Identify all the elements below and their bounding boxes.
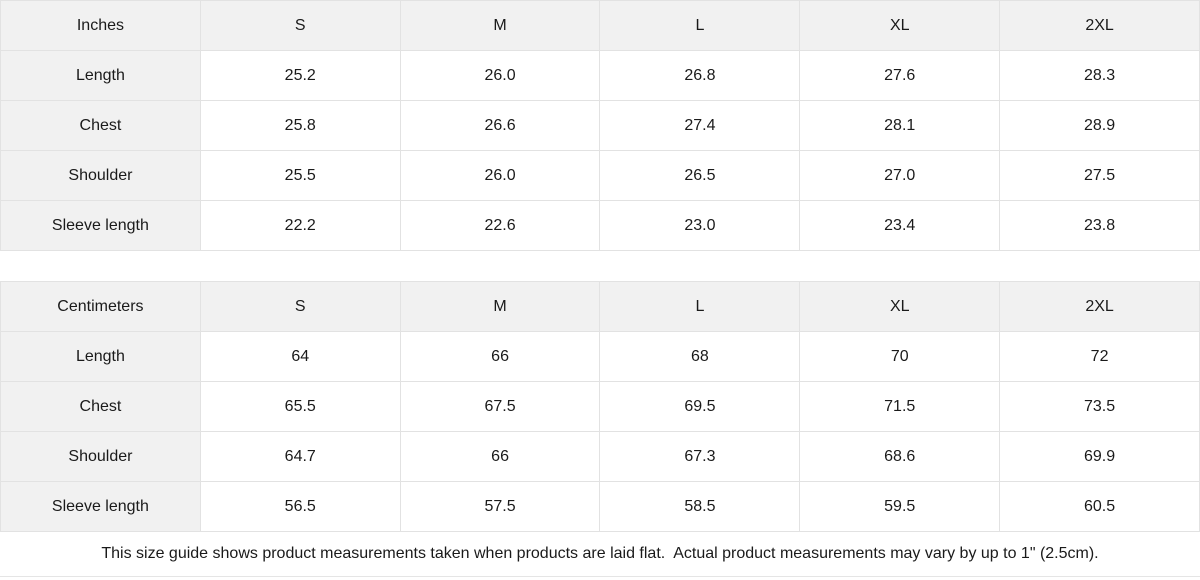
- value-cell: 69.5: [599, 381, 801, 432]
- value-cell: 26.0: [399, 50, 601, 101]
- value-cell: 22.2: [199, 200, 401, 251]
- value-cell: 25.8: [199, 100, 401, 151]
- size-header-cell: S: [199, 281, 401, 332]
- value-cell: 27.5: [999, 150, 1200, 201]
- row-label-cell: Chest: [0, 100, 201, 151]
- value-cell: 68: [599, 331, 801, 382]
- row-label-cell: Sleeve length: [0, 481, 201, 532]
- row-label-cell: Length: [0, 331, 201, 382]
- value-cell: 25.2: [199, 50, 401, 101]
- size-header-cell: M: [399, 281, 601, 332]
- value-cell: 68.6: [799, 431, 1001, 482]
- table-row: Shoulder 64.7 66 67.3 68.6 69.9: [0, 431, 1200, 482]
- unit-header-cell: Inches: [0, 0, 201, 51]
- row-label-cell: Shoulder: [0, 150, 201, 201]
- value-cell: 59.5: [799, 481, 1001, 532]
- value-cell: 27.4: [599, 100, 801, 151]
- row-label-cell: Sleeve length: [0, 200, 201, 251]
- size-header-cell: L: [599, 281, 801, 332]
- value-cell: 60.5: [999, 481, 1200, 532]
- value-cell: 64.7: [199, 431, 401, 482]
- value-cell: 23.8: [999, 200, 1200, 251]
- row-label-cell: Chest: [0, 381, 201, 432]
- unit-header-cell: Centimeters: [0, 281, 201, 332]
- value-cell: 28.9: [999, 100, 1200, 151]
- table-row: Chest 65.5 67.5 69.5 71.5 73.5: [0, 381, 1200, 432]
- size-header-cell: S: [199, 0, 401, 51]
- value-cell: 26.5: [599, 150, 801, 201]
- table-row: Length 64 66 68 70 72: [0, 331, 1200, 382]
- size-guide-disclaimer: This size guide shows product measuremen…: [0, 532, 1200, 577]
- row-label-cell: Length: [0, 50, 201, 101]
- value-cell: 65.5: [199, 381, 401, 432]
- value-cell: 57.5: [399, 481, 601, 532]
- table-row: Sleeve length 56.5 57.5 58.5 59.5 60.5: [0, 481, 1200, 532]
- value-cell: 56.5: [199, 481, 401, 532]
- value-cell: 66: [399, 431, 601, 482]
- size-header-cell: XL: [799, 281, 1001, 332]
- value-cell: 28.3: [999, 50, 1200, 101]
- table-row: Shoulder 25.5 26.0 26.5 27.0 27.5: [0, 150, 1200, 201]
- value-cell: 26.6: [399, 100, 601, 151]
- value-cell: 70: [799, 331, 1001, 382]
- value-cell: 72: [999, 331, 1200, 382]
- size-header-cell: 2XL: [999, 0, 1200, 51]
- value-cell: 64: [199, 331, 401, 382]
- value-cell: 26.8: [599, 50, 801, 101]
- value-cell: 67.5: [399, 381, 601, 432]
- value-cell: 25.5: [199, 150, 401, 201]
- size-header-cell: XL: [799, 0, 1001, 51]
- centimeters-header-row: Centimeters S M L XL 2XL: [0, 281, 1200, 332]
- size-header-cell: M: [399, 0, 601, 51]
- value-cell: 71.5: [799, 381, 1001, 432]
- value-cell: 66: [399, 331, 601, 382]
- value-cell: 27.0: [799, 150, 1001, 201]
- row-label-cell: Shoulder: [0, 431, 201, 482]
- value-cell: 23.0: [599, 200, 801, 251]
- value-cell: 22.6: [399, 200, 601, 251]
- value-cell: 23.4: [799, 200, 1001, 251]
- table-spacer: [0, 251, 1200, 281]
- inches-size-table: Inches S M L XL 2XL Length 25.2 26.0 26.…: [0, 0, 1200, 251]
- size-header-cell: L: [599, 0, 801, 51]
- centimeters-size-table: Centimeters S M L XL 2XL Length 64 66 68…: [0, 281, 1200, 532]
- value-cell: 26.0: [399, 150, 601, 201]
- table-row: Length 25.2 26.0 26.8 27.6 28.3: [0, 50, 1200, 101]
- size-header-cell: 2XL: [999, 281, 1200, 332]
- value-cell: 69.9: [999, 431, 1200, 482]
- table-row: Chest 25.8 26.6 27.4 28.1 28.9: [0, 100, 1200, 151]
- value-cell: 27.6: [799, 50, 1001, 101]
- table-row: Sleeve length 22.2 22.6 23.0 23.4 23.8: [0, 200, 1200, 251]
- value-cell: 73.5: [999, 381, 1200, 432]
- inches-header-row: Inches S M L XL 2XL: [0, 0, 1200, 51]
- value-cell: 58.5: [599, 481, 801, 532]
- value-cell: 67.3: [599, 431, 801, 482]
- value-cell: 28.1: [799, 100, 1001, 151]
